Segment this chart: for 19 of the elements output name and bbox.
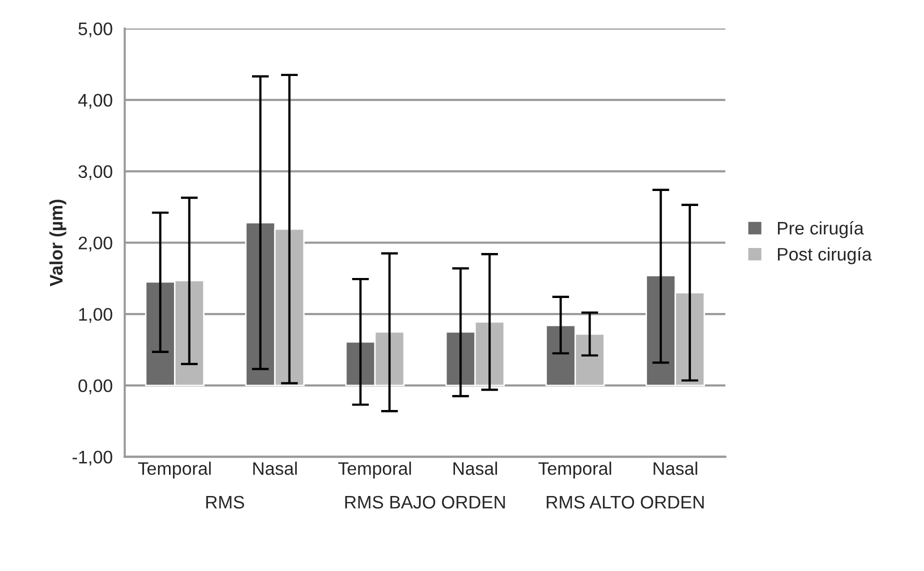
y-tick-label: 4,00 <box>78 94 112 109</box>
y-tick-label: 3,00 <box>78 165 112 180</box>
x-tick-label: Nasal <box>253 462 297 475</box>
x-tick-label: Temporal <box>538 462 612 478</box>
y-tick-label: 2,00 <box>78 236 112 252</box>
x-tick-label: Nasal <box>453 462 497 475</box>
x-tick-label: Temporal <box>338 462 411 478</box>
x-tick-label: Temporal <box>138 462 211 478</box>
y-axis-title: Valor (µm) <box>49 200 66 286</box>
y-tick-label: 5,00 <box>78 22 112 38</box>
text: RMS BAJO ORDEN <box>345 496 505 509</box>
text: RMS ALTO ORDEN <box>546 496 704 509</box>
x-tick-label: Nasal <box>654 462 698 475</box>
y-tick-label: 1,00 <box>79 308 112 323</box>
y-tick-label: -1,00 <box>72 450 112 466</box>
legend-label: Pre cirugía <box>778 221 864 238</box>
text: RMS <box>206 496 244 509</box>
legend-label: Post cirugía <box>778 247 872 264</box>
y-tick-label: 0,00 <box>78 379 112 394</box>
